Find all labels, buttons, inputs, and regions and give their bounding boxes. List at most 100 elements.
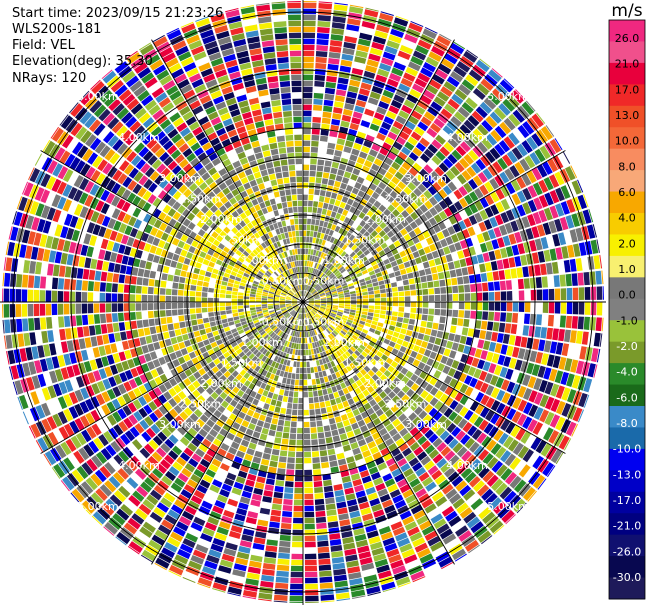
velocity-cell xyxy=(308,397,314,404)
velocity-cell xyxy=(136,277,143,286)
velocity-cell xyxy=(122,481,135,494)
velocity-cell xyxy=(401,385,410,394)
velocity-cell xyxy=(589,317,596,331)
velocity-cell xyxy=(225,298,232,302)
velocity-cell xyxy=(328,136,337,144)
velocity-cell xyxy=(198,443,209,453)
velocity-cell xyxy=(415,396,424,406)
velocity-cell xyxy=(309,170,316,177)
velocity-cell xyxy=(35,404,46,419)
velocity-cell xyxy=(297,349,301,356)
velocity-cell xyxy=(311,439,318,446)
velocity-cell xyxy=(264,200,271,207)
velocity-cell xyxy=(327,327,333,333)
velocity-cell xyxy=(313,315,318,321)
velocity-cell xyxy=(309,330,313,337)
velocity-cell xyxy=(147,343,155,352)
velocity-cell xyxy=(410,392,420,402)
velocity-cell xyxy=(491,460,504,473)
velocity-cell xyxy=(381,354,389,361)
velocity-cell xyxy=(28,426,36,439)
velocity-cell xyxy=(195,418,205,428)
velocity-cell xyxy=(424,460,435,471)
velocity-cell xyxy=(364,455,374,464)
velocity-cell xyxy=(293,517,303,524)
velocity-cell xyxy=(440,302,447,309)
velocity-cell xyxy=(214,532,227,542)
velocity-cell xyxy=(280,86,291,94)
velocity-cell xyxy=(467,425,478,437)
velocity-cell xyxy=(536,302,543,313)
velocity-cell xyxy=(478,466,490,479)
velocity-cell xyxy=(392,433,402,442)
velocity-cell xyxy=(43,453,52,466)
velocity-cell xyxy=(166,361,175,370)
velocity-cell xyxy=(160,497,173,508)
velocity-cell xyxy=(268,429,276,437)
velocity-cell xyxy=(424,374,433,383)
velocity-cell xyxy=(261,332,268,338)
velocity-cell xyxy=(17,259,25,273)
velocity-cell xyxy=(350,583,365,592)
velocity-cell xyxy=(338,332,345,338)
velocity-cell xyxy=(175,521,189,532)
velocity-cell xyxy=(167,536,181,548)
velocity-cell xyxy=(297,415,303,422)
velocity-cell xyxy=(173,384,182,394)
velocity-cell xyxy=(295,319,299,325)
velocity-cell xyxy=(138,384,148,395)
velocity-cell xyxy=(95,406,106,419)
velocity-cell xyxy=(195,336,203,343)
velocity-cell xyxy=(320,594,335,601)
velocity-cell xyxy=(436,523,450,535)
velocity-cell xyxy=(337,458,347,466)
velocity-cell xyxy=(420,390,429,399)
velocity-cell xyxy=(438,372,447,382)
velocity-cell xyxy=(202,438,212,448)
velocity-cell xyxy=(452,458,464,470)
velocity-cell xyxy=(352,478,363,487)
velocity-cell xyxy=(455,480,468,492)
velocity-cell xyxy=(264,384,271,392)
velocity-cell xyxy=(278,323,283,329)
velocity-cell xyxy=(464,409,474,421)
velocity-cell xyxy=(477,339,485,349)
velocity-cell xyxy=(315,314,320,320)
velocity-cell xyxy=(342,387,350,395)
velocity-cell xyxy=(486,351,494,362)
velocity-cell xyxy=(480,394,490,406)
velocity-cell xyxy=(282,319,287,324)
velocity-cell xyxy=(141,294,148,302)
velocity-cell xyxy=(460,434,471,445)
velocity-cell xyxy=(255,351,262,358)
velocity-cell xyxy=(177,494,189,505)
velocity-cell xyxy=(190,554,205,565)
velocity-cell xyxy=(301,307,303,314)
velocity-cell xyxy=(291,409,298,416)
velocity-cell xyxy=(339,362,346,369)
velocity-cell xyxy=(311,451,320,458)
velocity-cell xyxy=(526,362,535,375)
velocity-cell xyxy=(274,308,281,312)
velocity-cell xyxy=(357,419,366,428)
velocity-cell xyxy=(71,327,78,339)
velocity-cell xyxy=(283,359,288,366)
velocity-cell xyxy=(304,505,314,512)
velocity-cell xyxy=(543,367,552,380)
velocity-cell xyxy=(524,302,531,313)
velocity-cell xyxy=(314,335,318,342)
velocity-cell xyxy=(399,483,411,494)
velocity-cell xyxy=(569,330,577,344)
velocity-cell xyxy=(298,337,302,344)
velocity-cell xyxy=(442,533,457,545)
velocity-cell xyxy=(512,346,520,358)
velocity-cell xyxy=(51,467,61,479)
velocity-cell xyxy=(469,389,479,400)
velocity-cell xyxy=(304,481,313,488)
velocity-cell xyxy=(352,374,360,382)
velocity-cell xyxy=(215,350,223,358)
velocity-cell xyxy=(304,451,312,458)
velocity-cell xyxy=(306,306,311,311)
velocity-cell xyxy=(290,62,302,69)
velocity-cell xyxy=(280,528,292,536)
